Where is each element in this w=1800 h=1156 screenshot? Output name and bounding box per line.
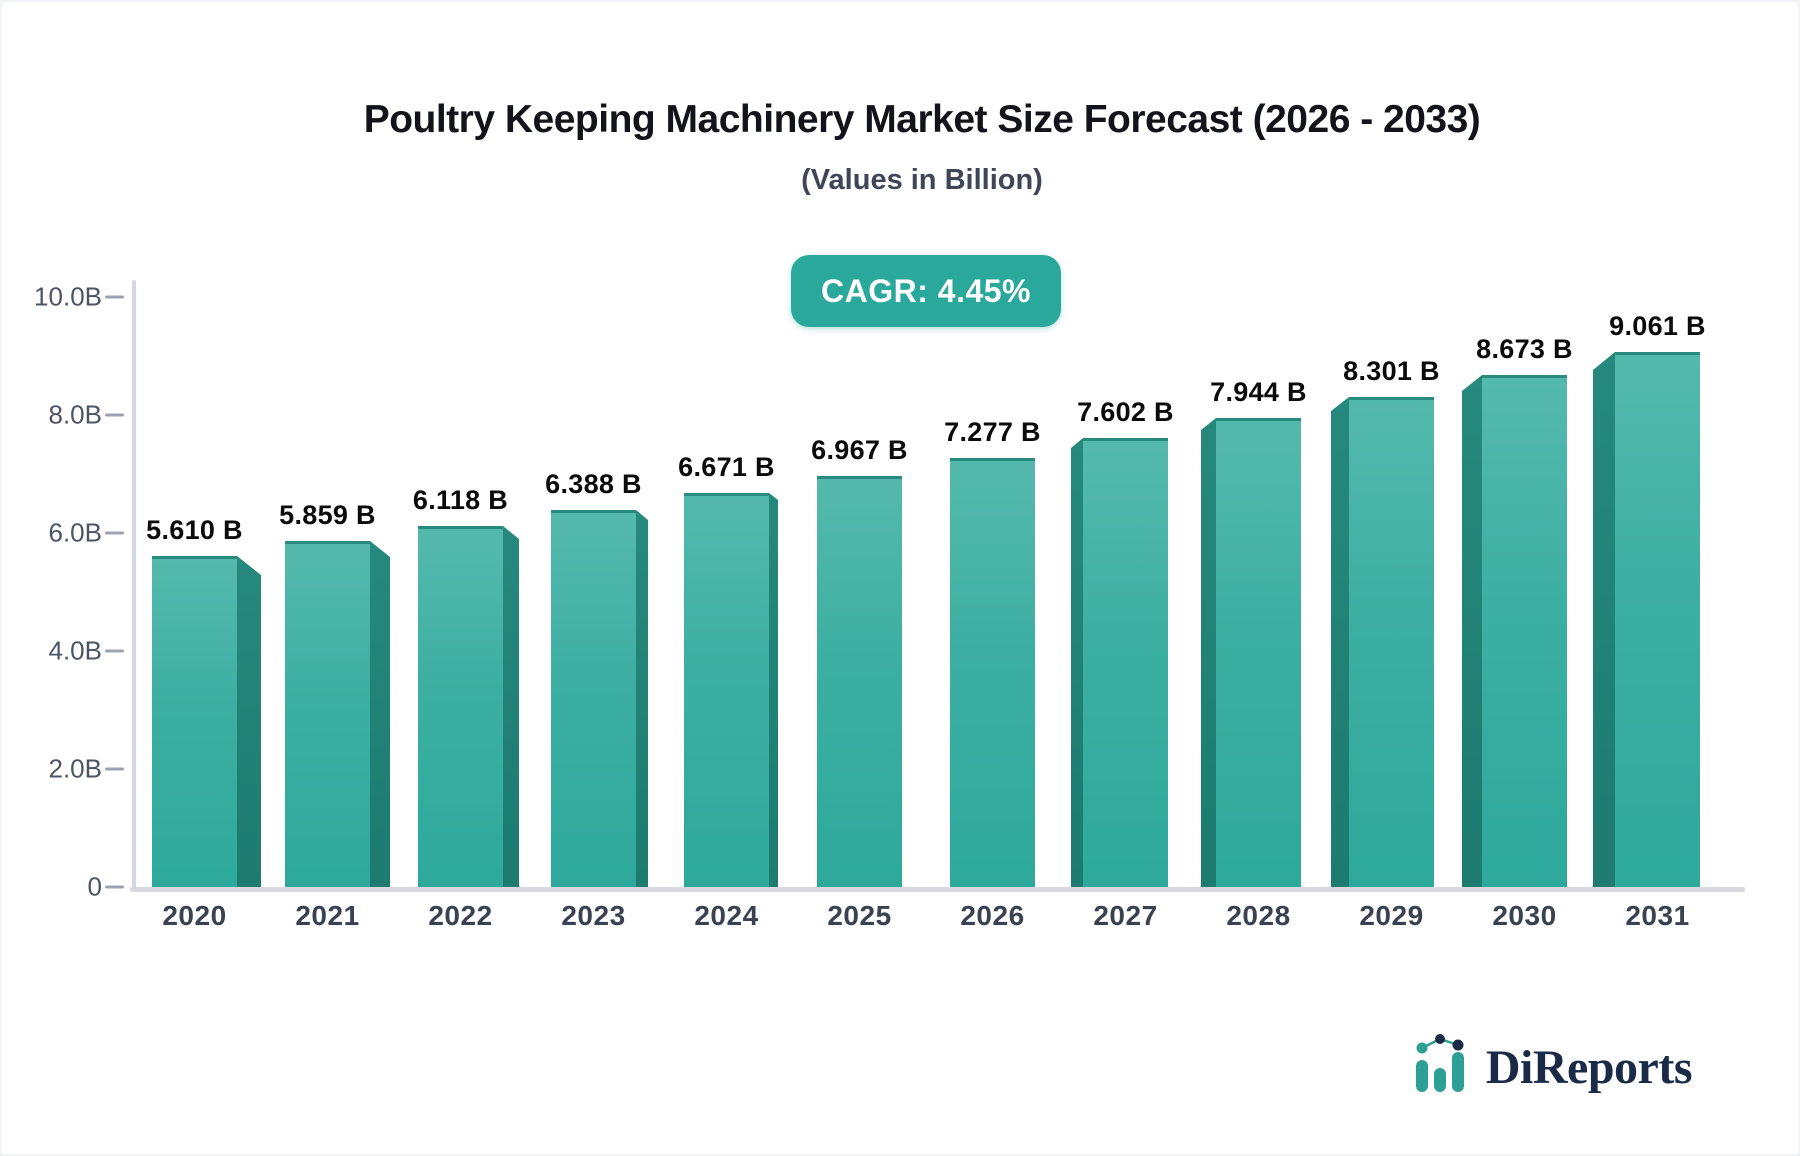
bar-2022 xyxy=(418,526,503,887)
bar-side-face xyxy=(1201,418,1216,887)
cagr-badge: CAGR: 4.45% xyxy=(791,255,1061,327)
bar-value-label: 7.602 B xyxy=(1077,397,1174,427)
y-axis-label: 4.0B xyxy=(48,635,103,666)
x-axis-label: 2025 xyxy=(827,900,892,931)
bar-value-label: 9.061 B xyxy=(1609,311,1706,341)
bar-value-label: 6.388 B xyxy=(545,469,642,499)
y-axis-label: 0 xyxy=(87,871,102,902)
bar-value-label: 6.967 B xyxy=(811,435,908,465)
y-axis-label: 10.0B xyxy=(34,281,102,312)
y-axis-label: 6.0B xyxy=(48,517,103,548)
x-axis-label: 2031 xyxy=(1625,900,1690,931)
direports-logo: DiReports xyxy=(1412,1034,1693,1094)
bar-side-face xyxy=(769,493,778,887)
logo-text: DiReports xyxy=(1485,1041,1693,1094)
bar-side-face xyxy=(1331,397,1349,887)
bar-value-label: 6.671 B xyxy=(678,452,775,482)
bar-side-face xyxy=(1593,352,1615,887)
bar-side-face xyxy=(636,510,648,887)
bar-side-face xyxy=(503,526,519,887)
bar-2030 xyxy=(1482,375,1567,887)
x-axis-label: 2023 xyxy=(561,900,626,931)
chart-subtitle: (Values in Billion) xyxy=(801,164,1043,196)
bar-value-label: 5.610 B xyxy=(146,515,243,545)
bar-value-label: 6.118 B xyxy=(412,485,509,515)
bar-2021 xyxy=(285,541,370,887)
x-axis-label: 2021 xyxy=(295,900,360,931)
y-axis-tick xyxy=(105,413,124,417)
bar-side-face xyxy=(1071,438,1083,887)
y-axis-tick xyxy=(105,767,124,771)
bar-value-label: 7.277 B xyxy=(944,417,1041,447)
x-axis-label: 2026 xyxy=(960,900,1025,931)
x-axis-label: 2028 xyxy=(1226,900,1291,931)
y-axis-tick xyxy=(105,885,124,889)
bar-2028 xyxy=(1216,418,1301,887)
y-axis-tick xyxy=(105,295,124,299)
bar-chart-trend-icon xyxy=(1415,1034,1464,1092)
y-axis-label: 2.0B xyxy=(48,753,103,784)
bar-value-label: 7.944 B xyxy=(1210,377,1307,407)
bar-2026 xyxy=(950,458,1035,887)
x-axis-label: 2027 xyxy=(1093,900,1158,931)
bar-value-label: 8.673 B xyxy=(1476,334,1573,364)
bar-2025 xyxy=(817,476,902,887)
bar-value-label: 5.859 B xyxy=(279,500,376,530)
bar-2024 xyxy=(684,493,769,887)
cagr-badge-label: CAGR: 4.45% xyxy=(821,272,1031,309)
y-axis-label: 8.0B xyxy=(48,399,103,430)
x-axis-label: 2030 xyxy=(1492,900,1557,931)
bar-2031 xyxy=(1615,352,1700,887)
y-axis-line xyxy=(132,280,136,891)
chart-header: Poultry Keeping Machinery Market Size Fo… xyxy=(52,98,1792,197)
x-axis-label: 2022 xyxy=(428,900,493,931)
bar-2020 xyxy=(152,556,237,887)
y-axis-tick xyxy=(105,649,124,653)
bar-2029 xyxy=(1349,397,1434,887)
x-axis-baseline xyxy=(130,887,1745,892)
chart-title: Poultry Keeping Machinery Market Size Fo… xyxy=(363,98,1481,141)
bar-2023 xyxy=(551,510,636,887)
x-axis-label: 2029 xyxy=(1359,900,1424,931)
bar-value-label: 8.301 B xyxy=(1343,356,1440,386)
x-axis-label: 2020 xyxy=(162,900,227,931)
bar-2027 xyxy=(1083,438,1168,887)
y-axis-tick xyxy=(105,531,124,535)
x-axis-label: 2024 xyxy=(694,900,759,931)
bar-side-face xyxy=(237,556,261,887)
bar-side-face xyxy=(370,541,390,887)
bar-side-face xyxy=(1462,375,1482,887)
